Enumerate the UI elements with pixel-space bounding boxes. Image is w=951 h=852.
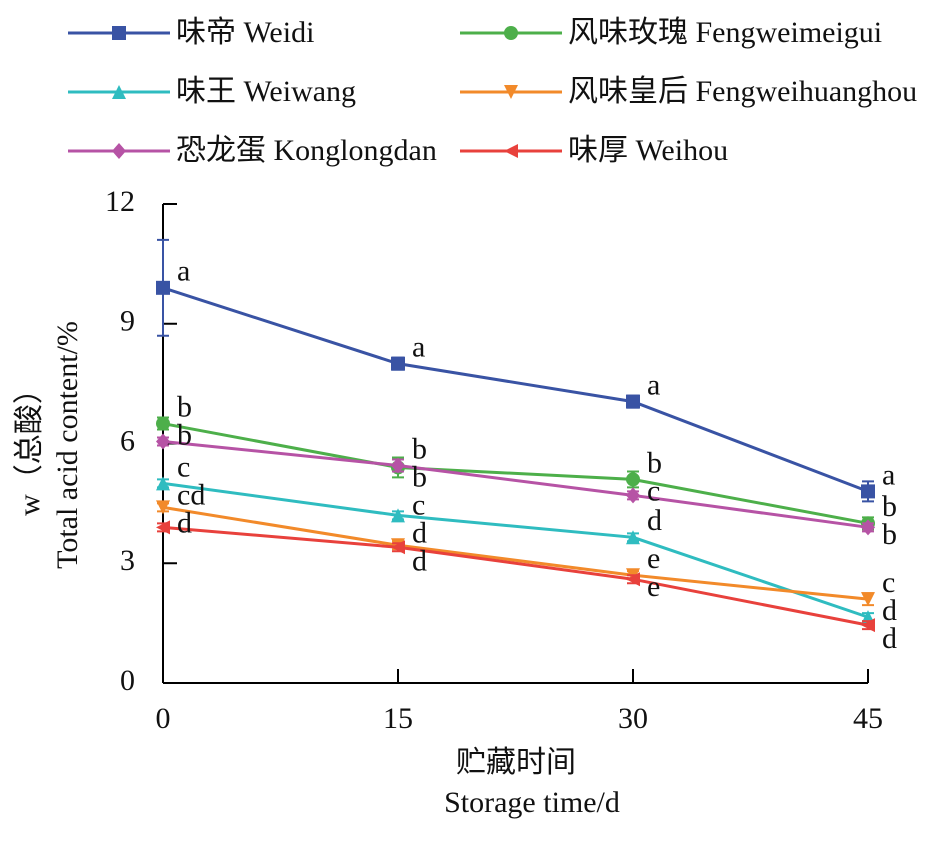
legend-marker bbox=[112, 26, 126, 40]
legend-marker bbox=[112, 143, 126, 159]
significance-label: cd bbox=[177, 478, 205, 511]
legend-marker bbox=[504, 85, 518, 99]
significance-label: b bbox=[882, 518, 897, 551]
significance-label: b bbox=[412, 460, 427, 493]
marker bbox=[626, 530, 640, 545]
significance-label: a bbox=[177, 255, 190, 288]
marker bbox=[861, 519, 875, 536]
series-line bbox=[162, 505, 869, 601]
marker bbox=[861, 592, 875, 607]
significance-label: c bbox=[177, 450, 190, 483]
legend-marker bbox=[112, 85, 126, 99]
y-tick-label: 9 bbox=[120, 305, 135, 338]
y-tick-label: 6 bbox=[120, 424, 135, 457]
significance-label: a bbox=[412, 331, 425, 364]
legend-marker bbox=[504, 26, 518, 40]
significance-label: c bbox=[882, 566, 895, 599]
marker bbox=[391, 356, 405, 371]
legend-label: 味厚 Weihou bbox=[568, 134, 728, 167]
marker bbox=[626, 572, 640, 587]
significance-label: d bbox=[177, 506, 192, 539]
legend-label: 风味玫瑰 Fengweimeigui bbox=[568, 16, 882, 49]
significance-label: c bbox=[647, 474, 660, 507]
marker bbox=[391, 508, 405, 523]
marker bbox=[626, 394, 640, 409]
significance-label: e bbox=[647, 570, 660, 603]
significance-label: c bbox=[412, 488, 425, 521]
y-tick-label: 0 bbox=[120, 664, 135, 697]
marker bbox=[391, 457, 405, 474]
marker bbox=[861, 484, 875, 499]
series-line bbox=[162, 422, 869, 525]
series-line bbox=[162, 481, 869, 619]
legend-label: 风味皇后 Fengweihuanghou bbox=[568, 75, 917, 108]
y-axis-label: w（总酸） bbox=[13, 374, 46, 516]
significance-label: b bbox=[882, 490, 897, 523]
significance-label: a bbox=[882, 458, 895, 491]
x-axis-label: 贮藏时间 bbox=[456, 746, 576, 779]
legend-label: 味王 Weiwang bbox=[176, 75, 356, 108]
significance-label: b bbox=[177, 418, 192, 451]
marker bbox=[861, 618, 875, 633]
y-tick-label: 12 bbox=[105, 185, 135, 218]
marker bbox=[156, 433, 170, 450]
marker bbox=[626, 487, 640, 504]
marker bbox=[626, 472, 640, 487]
marker bbox=[156, 280, 170, 295]
series-line bbox=[162, 286, 869, 493]
x-axis-label: Storage time/d bbox=[444, 786, 620, 819]
significance-label: d bbox=[412, 516, 427, 549]
legend-label: 恐龙蛋 Konglongdan bbox=[176, 134, 437, 167]
x-tick-label: 45 bbox=[853, 702, 883, 735]
marker bbox=[156, 476, 170, 491]
series-line bbox=[162, 525, 869, 627]
significance-label: d bbox=[647, 504, 662, 537]
significance-label: d bbox=[412, 544, 427, 577]
significance-label: d bbox=[882, 594, 897, 627]
significance-label: b bbox=[412, 432, 427, 465]
y-axis-label: Total acid content/% bbox=[51, 321, 84, 569]
y-tick-label: 3 bbox=[120, 544, 135, 577]
legend-marker bbox=[504, 144, 518, 158]
marker bbox=[391, 540, 405, 555]
x-tick-label: 30 bbox=[618, 702, 648, 735]
series-line bbox=[162, 440, 869, 529]
marker bbox=[156, 520, 170, 535]
x-tick-label: 0 bbox=[156, 702, 171, 735]
significance-label: e bbox=[647, 542, 660, 575]
marker bbox=[156, 500, 170, 515]
x-tick-label: 15 bbox=[383, 702, 413, 735]
significance-label: b bbox=[647, 446, 662, 479]
marker bbox=[156, 416, 170, 431]
significance-label: d bbox=[882, 622, 897, 655]
significance-label: a bbox=[647, 368, 660, 401]
significance-label: b bbox=[177, 390, 192, 423]
legend-label: 味帝 Weidi bbox=[176, 16, 314, 49]
